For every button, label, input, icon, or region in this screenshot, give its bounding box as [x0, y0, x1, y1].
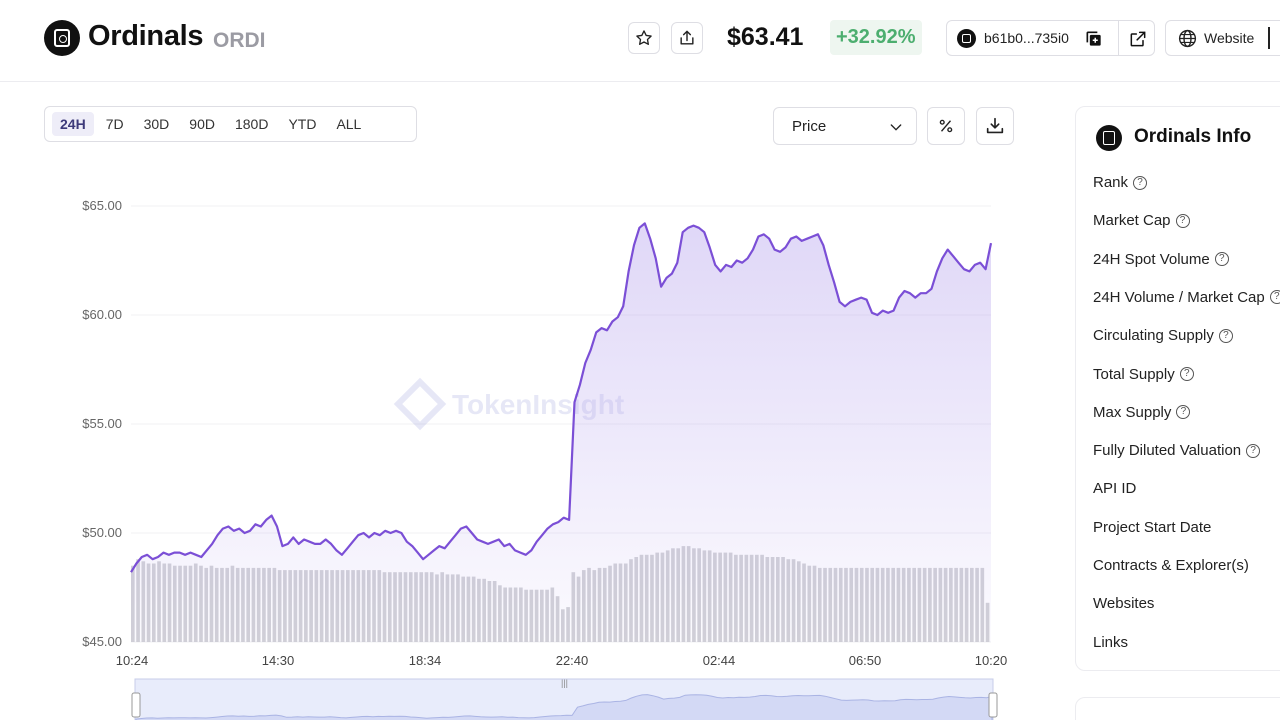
- help-icon[interactable]: ?: [1218, 328, 1233, 343]
- info-row: 24H Spot Volume?: [1093, 251, 1229, 268]
- info-row: Max Supply?: [1093, 403, 1191, 421]
- x-tick-label: 18:34: [409, 653, 442, 668]
- download-button[interactable]: [976, 107, 1014, 145]
- info-row: Contracts & Explorer(s): [1093, 557, 1249, 574]
- current-price: $63.41: [727, 23, 804, 51]
- metric-select[interactable]: Price: [773, 107, 917, 145]
- y-tick-label: $60.00: [82, 307, 122, 322]
- navigator-right-handle[interactable]: [988, 692, 998, 718]
- percent-icon: [939, 119, 953, 133]
- secondary-panel: [1075, 697, 1280, 720]
- help-icon[interactable]: ?: [1176, 405, 1191, 420]
- coin-ticker: ORDI: [213, 29, 266, 52]
- contract-address-box: b61b0...735i0: [946, 20, 1155, 56]
- help-icon[interactable]: ?: [1179, 367, 1194, 381]
- navigator-left-handle[interactable]: [131, 692, 141, 718]
- percent-toggle-button[interactable]: [927, 107, 965, 145]
- ordinals-logo-icon: [44, 20, 80, 56]
- info-row: Project Start Date: [1093, 519, 1211, 536]
- info-row: Links: [1093, 634, 1128, 651]
- info-row: 24H Volume / Market Cap?: [1093, 289, 1280, 306]
- help-icon[interactable]: ?: [1269, 290, 1280, 305]
- price-area: [131, 223, 991, 642]
- y-tick-label: $55.00: [82, 416, 122, 431]
- x-tick-label: 02:44: [703, 653, 736, 668]
- price-chart[interactable]: TokenInsight $65.00$60.00$55.00$50.00$45…: [0, 150, 1040, 720]
- info-row-label: Project Start Date: [1093, 518, 1212, 536]
- ordinals-logo-icon: [1096, 125, 1122, 151]
- metric-select-value: Price: [792, 118, 827, 135]
- svg-text:|||: |||: [561, 678, 568, 688]
- header: Ordinals ORDI $63.41 +32.92% b61b0...735…: [0, 0, 1280, 82]
- share-button[interactable]: [671, 22, 703, 54]
- x-axis: 10:24 14:30 18:34 22:40 02:44 06:50 10:20: [116, 653, 1008, 668]
- download-icon: [986, 117, 1004, 134]
- y-tick-label: $45.00: [82, 634, 122, 649]
- star-icon: [636, 30, 652, 45]
- range-navigator[interactable]: |||: [131, 678, 998, 720]
- time-range-selector: 24H 7D 30D 90D 180D YTD ALL: [44, 106, 417, 142]
- info-row-label: API ID: [1093, 480, 1137, 498]
- help-icon[interactable]: ?: [1214, 252, 1229, 267]
- help-icon[interactable]: ?: [1246, 443, 1261, 458]
- range-30d[interactable]: 30D: [143, 116, 170, 132]
- info-row-label: Circulating Supply: [1093, 327, 1214, 345]
- info-row: Circulating Supply?: [1093, 327, 1233, 344]
- info-row-label: 24H Spot Volume: [1093, 250, 1210, 268]
- copy-icon[interactable]: [1084, 29, 1104, 49]
- website-label: Website: [1204, 30, 1255, 46]
- contract-address: b61b0...735i0: [984, 30, 1069, 46]
- price-line: [130, 222, 993, 573]
- info-row-label: Max Supply: [1093, 403, 1172, 421]
- info-row-label: Links: [1093, 633, 1129, 651]
- x-tick-label: 10:24: [116, 653, 149, 668]
- chain-logo-icon: [957, 29, 976, 48]
- range-7d[interactable]: 7D: [105, 116, 124, 132]
- info-row: Rank?: [1093, 174, 1148, 191]
- divider: [1268, 27, 1270, 49]
- range-ytd[interactable]: YTD: [288, 116, 317, 132]
- info-row: Market Cap?: [1093, 212, 1190, 229]
- x-tick-label: 14:30: [262, 653, 295, 668]
- info-title: Ordinals Info: [1134, 126, 1252, 147]
- info-row-label: Websites: [1093, 595, 1155, 613]
- coin-name: Ordinals: [88, 20, 204, 52]
- share-icon: [680, 30, 694, 45]
- info-row: Total Supply?: [1093, 366, 1194, 383]
- x-tick-label: 22:40: [556, 653, 589, 668]
- info-row-label: Rank: [1093, 174, 1129, 191]
- range-all[interactable]: ALL: [336, 116, 362, 132]
- price-change-badge: +32.92%: [830, 20, 922, 55]
- info-row: Fully Diluted Valuation?: [1093, 442, 1261, 460]
- help-icon[interactable]: ?: [1133, 175, 1148, 190]
- range-90d[interactable]: 90D: [189, 116, 215, 132]
- info-panel: Ordinals Info Rank? Market Cap? 24H Spot V…: [1075, 106, 1280, 671]
- y-tick-label: $50.00: [82, 525, 122, 540]
- external-link-icon[interactable]: [1128, 29, 1148, 49]
- info-row-label: Total Supply: [1093, 365, 1175, 383]
- navigator-series: [135, 694, 993, 720]
- y-axis: $65.00 $60.00 $55.00 $50.00 $45.00: [82, 198, 122, 649]
- watchlist-button[interactable]: [628, 22, 660, 54]
- y-tick-label: $65.00: [82, 198, 122, 213]
- info-row: Websites: [1093, 595, 1154, 612]
- x-tick-label: 10:20: [975, 653, 1008, 668]
- range-24h[interactable]: 24H: [52, 112, 94, 136]
- website-button[interactable]: Website: [1165, 20, 1280, 56]
- range-180d[interactable]: 180D: [234, 116, 269, 132]
- chevron-down-icon: [890, 124, 902, 131]
- help-icon[interactable]: ?: [1175, 213, 1190, 228]
- globe-icon: [1178, 29, 1197, 48]
- info-row: API ID: [1093, 480, 1136, 497]
- info-row-label: 24H Volume / Market Cap: [1093, 288, 1265, 306]
- x-tick-label: 06:50: [849, 653, 882, 668]
- info-row-label: Contracts & Explorer(s): [1093, 557, 1249, 574]
- info-row-label: Market Cap: [1093, 212, 1171, 230]
- divider: [1118, 21, 1119, 55]
- info-row-label: Fully Diluted Valuation: [1093, 442, 1242, 460]
